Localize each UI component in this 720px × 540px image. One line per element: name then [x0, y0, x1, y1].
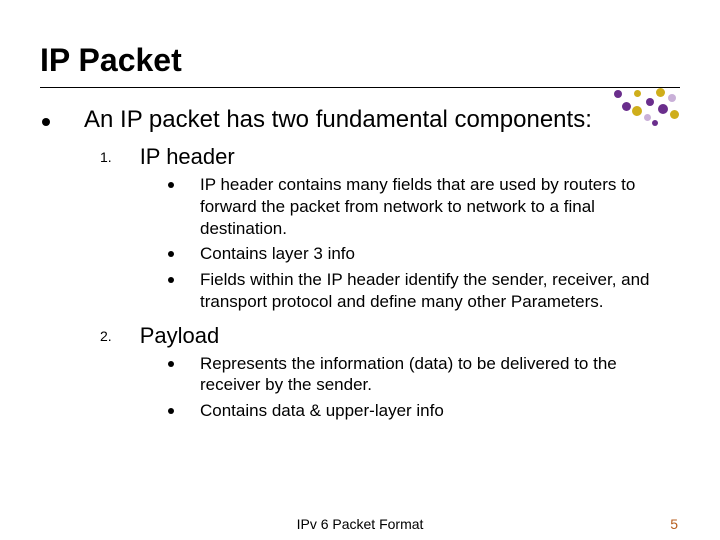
slide: IP Packet An IP packet has two fundament… [0, 0, 720, 540]
sub-bullet-text: Contains layer 3 info [200, 243, 355, 265]
sub-bullet-text: Represents the information (data) to be … [200, 353, 680, 397]
top-level-text: An IP packet has two fundamental compone… [84, 106, 592, 134]
title-underline [40, 87, 680, 88]
deco-circle [652, 120, 658, 126]
decorative-dots [612, 84, 684, 128]
sub-bullet: Represents the information (data) to be … [168, 353, 680, 397]
bullet-icon [168, 251, 174, 257]
sub-bullet-text: Contains data & upper-layer info [200, 400, 444, 422]
top-level-bullet: An IP packet has two fundamental compone… [40, 106, 680, 134]
slide-title: IP Packet [40, 42, 680, 79]
item-label: IP header [140, 144, 235, 170]
deco-circle [646, 98, 654, 106]
item-number: 1. [100, 149, 112, 165]
item-number: 2. [100, 328, 112, 344]
deco-circle [614, 90, 622, 98]
bullet-icon [168, 408, 174, 414]
footer-center-text: IPv 6 Packet Format [297, 516, 424, 532]
numbered-item: 2. Payload [100, 323, 680, 349]
sub-bullet-text: Fields within the IP header identify the… [200, 269, 680, 313]
deco-circle [622, 102, 631, 111]
page-number: 5 [670, 516, 678, 532]
deco-circle [658, 104, 668, 114]
bullet-icon [168, 277, 174, 283]
deco-circle [632, 106, 642, 116]
sub-bullet: Fields within the IP header identify the… [168, 269, 680, 313]
bullet-icon [168, 182, 174, 188]
deco-circle [644, 114, 651, 121]
numbered-item: 1. IP header [100, 144, 680, 170]
bullet-icon [168, 361, 174, 367]
item-label: Payload [140, 323, 220, 349]
deco-circle [668, 94, 676, 102]
sub-bullet: Contains layer 3 info [168, 243, 680, 265]
deco-circle [634, 90, 641, 97]
sub-bullet: Contains data & upper-layer info [168, 400, 680, 422]
deco-circle [656, 88, 665, 97]
bullet-icon [42, 118, 50, 126]
deco-circle [670, 110, 679, 119]
sub-bullet-text: IP header contains many fields that are … [200, 174, 680, 239]
sub-bullet: IP header contains many fields that are … [168, 174, 680, 239]
